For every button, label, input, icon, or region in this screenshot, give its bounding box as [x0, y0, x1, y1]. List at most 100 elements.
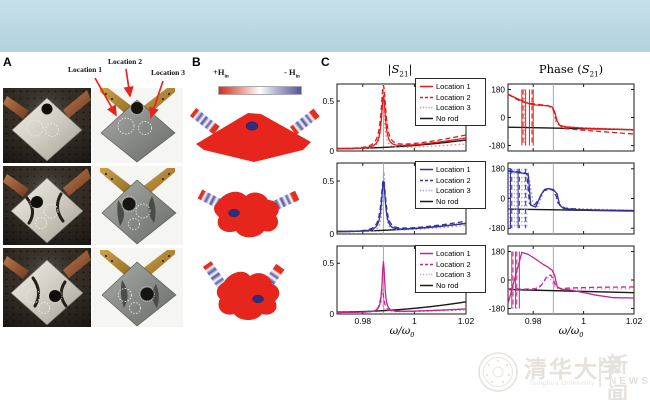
legend-label: Location 1 — [436, 248, 471, 258]
watermark-university-name-en: Tsinghua University — [529, 380, 595, 387]
legend-line-sample — [420, 118, 433, 120]
y-tick-label: 0 — [500, 276, 505, 285]
series-location-1 — [507, 93, 635, 131]
location-arrows — [94, 68, 164, 119]
legend-label: Location 2 — [436, 259, 471, 269]
legend-label: Location 2 — [436, 175, 471, 185]
metal-plate — [101, 179, 177, 245]
y-tick-label: 0 — [500, 113, 505, 122]
watermark-news-label-en: NEWS — [609, 376, 650, 387]
legend-label: Location 2 — [436, 92, 471, 102]
y-tick-label: -180 — [489, 304, 506, 313]
watermark-divider — [599, 357, 601, 387]
legend-line-sample — [420, 179, 433, 181]
ferrite-rod — [41, 103, 53, 115]
waveguide-copper-right — [63, 90, 91, 118]
y-tick-label: 0 — [500, 194, 505, 203]
series-location-1 — [337, 95, 467, 150]
legend-entry: Location 2 — [419, 92, 485, 103]
legend-line-sample — [420, 96, 433, 98]
y-tick-label: 0 — [329, 230, 334, 239]
series-no-rod — [507, 288, 635, 294]
legend-line-sample — [420, 263, 433, 265]
legend-label: Location 3 — [436, 186, 471, 196]
series-location-2 — [337, 179, 467, 233]
y-tick-label: 0.5 — [323, 259, 335, 268]
y-tick-label: 180 — [491, 85, 505, 94]
x-tick-label: 1 — [581, 316, 586, 326]
legend-label: Location 3 — [436, 103, 471, 113]
panel-a-label: A — [3, 55, 12, 69]
field-map-location-2 — [197, 189, 300, 238]
legend-entry: Location 1 — [419, 81, 485, 92]
legend-label: No rod — [436, 281, 459, 291]
ferrite-rod — [122, 197, 136, 211]
panel-c-label: C — [321, 55, 330, 69]
legend-label: Location 1 — [436, 164, 471, 174]
ferrite-rod — [131, 102, 143, 114]
render-model-location-2 — [92, 166, 183, 245]
x-tick-label: 0.98 — [525, 316, 542, 326]
x-tick-label: 1.02 — [626, 316, 643, 326]
legend-entry: Location 1 — [419, 164, 485, 175]
metal-plate — [11, 97, 83, 162]
series-location-1 — [337, 261, 467, 314]
waveguide-brass-left — [100, 88, 134, 116]
ferrite-rod — [140, 287, 154, 301]
y-tick-label: 180 — [491, 165, 505, 174]
series-location-2 — [507, 274, 635, 290]
y-tick-label: 0.5 — [323, 97, 335, 106]
metal-plate — [101, 261, 177, 327]
rod-position-marker — [228, 208, 240, 218]
legend-line-sample — [420, 274, 433, 276]
arrow-location-1 — [94, 77, 117, 117]
amplitude-column-title: |S21| — [387, 62, 413, 79]
series-location-2 — [336, 85, 467, 150]
legend-entry: Location 3 — [419, 186, 485, 197]
legend-line-sample — [420, 285, 433, 287]
legend-entry: No rod — [419, 113, 485, 124]
x-axis-label-amplitude: ω/ω0 — [389, 325, 415, 340]
legend-amp-row3: Location 1 Location 2 Location 3 No rod — [415, 245, 486, 294]
x-tick-label: 1.02 — [458, 316, 475, 326]
legend-amp-row1: Location 1 Location 2 Location 3 No rod — [415, 78, 486, 127]
x-tick-label: 1 — [412, 316, 417, 326]
legend-entry: No rod — [419, 196, 485, 207]
watermark-university-name: 清华大学 — [524, 357, 624, 382]
field-colorbar — [218, 86, 302, 95]
legend-line-sample — [420, 107, 433, 109]
ferrite-rod — [49, 290, 61, 302]
y-tick-label: 0 — [329, 310, 334, 319]
arrow-location-2 — [123, 68, 134, 98]
colorbar-minus-label: - Hin — [284, 67, 300, 80]
series-location-1 — [507, 170, 635, 212]
metal-plate — [10, 259, 84, 326]
field-map-location-1 — [190, 108, 320, 162]
location-1-label: Location 1 — [68, 65, 102, 74]
render-model-location-3 — [92, 248, 183, 327]
y-tick-label: 180 — [491, 247, 505, 256]
rod-position-marker — [245, 121, 259, 131]
legend-label: Location 1 — [436, 81, 471, 91]
y-tick-label: 0 — [329, 147, 334, 156]
ferrite-rod — [31, 196, 43, 208]
field-simulation-maps — [190, 108, 320, 320]
phase-column-title: Phase (S21) — [538, 62, 604, 79]
legend-entry: Location 3 — [419, 103, 485, 114]
legend-amp-row2: Location 1 Location 2 Location 3 No rod — [415, 161, 486, 210]
legend-label: No rod — [436, 114, 459, 124]
legend-line-sample — [420, 85, 433, 88]
photo-experiment-location-1 — [3, 88, 91, 163]
watermark-news-label: 新闻 — [607, 353, 629, 400]
top-banner — [0, 0, 650, 52]
legend-label: No rod — [436, 197, 459, 207]
legend-line-sample — [420, 190, 433, 192]
series-location-3 — [508, 276, 635, 290]
tsinghua-seal-icon — [478, 352, 518, 392]
photo-experiment-location-2 — [3, 166, 91, 245]
x-axis-label-phase: ω/ω0 — [558, 325, 584, 340]
metal-plate — [10, 177, 84, 244]
y-tick-label: -180 — [489, 141, 506, 150]
rod-position-marker — [252, 294, 264, 304]
